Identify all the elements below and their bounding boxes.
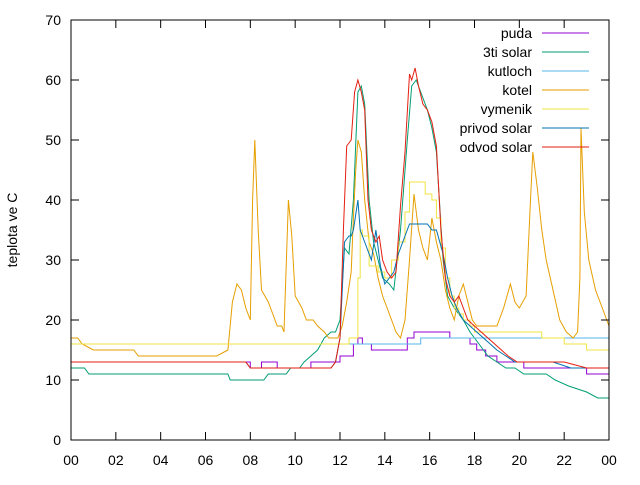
series-line-kotel (71, 127, 610, 357)
y-tick-label: 0 (53, 432, 61, 448)
legend-label: privod solar (460, 120, 533, 136)
y-axis-label: teplota ve C (4, 193, 20, 268)
x-tick-label: 06 (198, 452, 214, 468)
series-line-privod-solar (71, 199, 609, 369)
x-tick-label: 20 (512, 452, 528, 468)
series-line-vymenik (71, 181, 609, 351)
x-tick-label: 10 (287, 452, 303, 468)
x-tick-label: 00 (601, 452, 617, 468)
series-line-odvod-solar (71, 67, 609, 369)
y-tick-label: 50 (45, 132, 61, 148)
ticks-layer: 0 10 20 30 40 50 60 70 00 02 04 06 08 10 12 14 16 18 20 22 0… (45, 12, 617, 468)
x-tick-label: 08 (243, 452, 259, 468)
y-tick-label: 70 (45, 12, 61, 28)
x-tick-label: 18 (467, 452, 483, 468)
x-tick-label: 12 (332, 452, 348, 468)
legend-label: 3ti solar (483, 44, 532, 60)
x-tick-label: 04 (153, 452, 169, 468)
y-tick-label: 30 (45, 252, 61, 268)
x-tick-label: 16 (422, 452, 438, 468)
legend-label: puda (501, 25, 532, 41)
series-layer (71, 67, 610, 399)
x-tick-label: 02 (108, 452, 124, 468)
legend: puda 3ti solar kutloch kotel vymenik privod s… (460, 25, 589, 155)
x-tick-label: 00 (63, 452, 79, 468)
legend-label: kotel (502, 82, 532, 98)
x-tick-label: 22 (556, 452, 572, 468)
y-tick-label: 10 (45, 372, 61, 388)
y-tick-label: 40 (45, 192, 61, 208)
y-tick-label: 60 (45, 72, 61, 88)
legend-label: vymenik (481, 101, 533, 117)
y-tick-label: 20 (45, 312, 61, 328)
x-tick-label: 14 (377, 452, 393, 468)
legend-label: kutloch (488, 63, 532, 79)
legend-label: odvod solar (460, 139, 533, 155)
